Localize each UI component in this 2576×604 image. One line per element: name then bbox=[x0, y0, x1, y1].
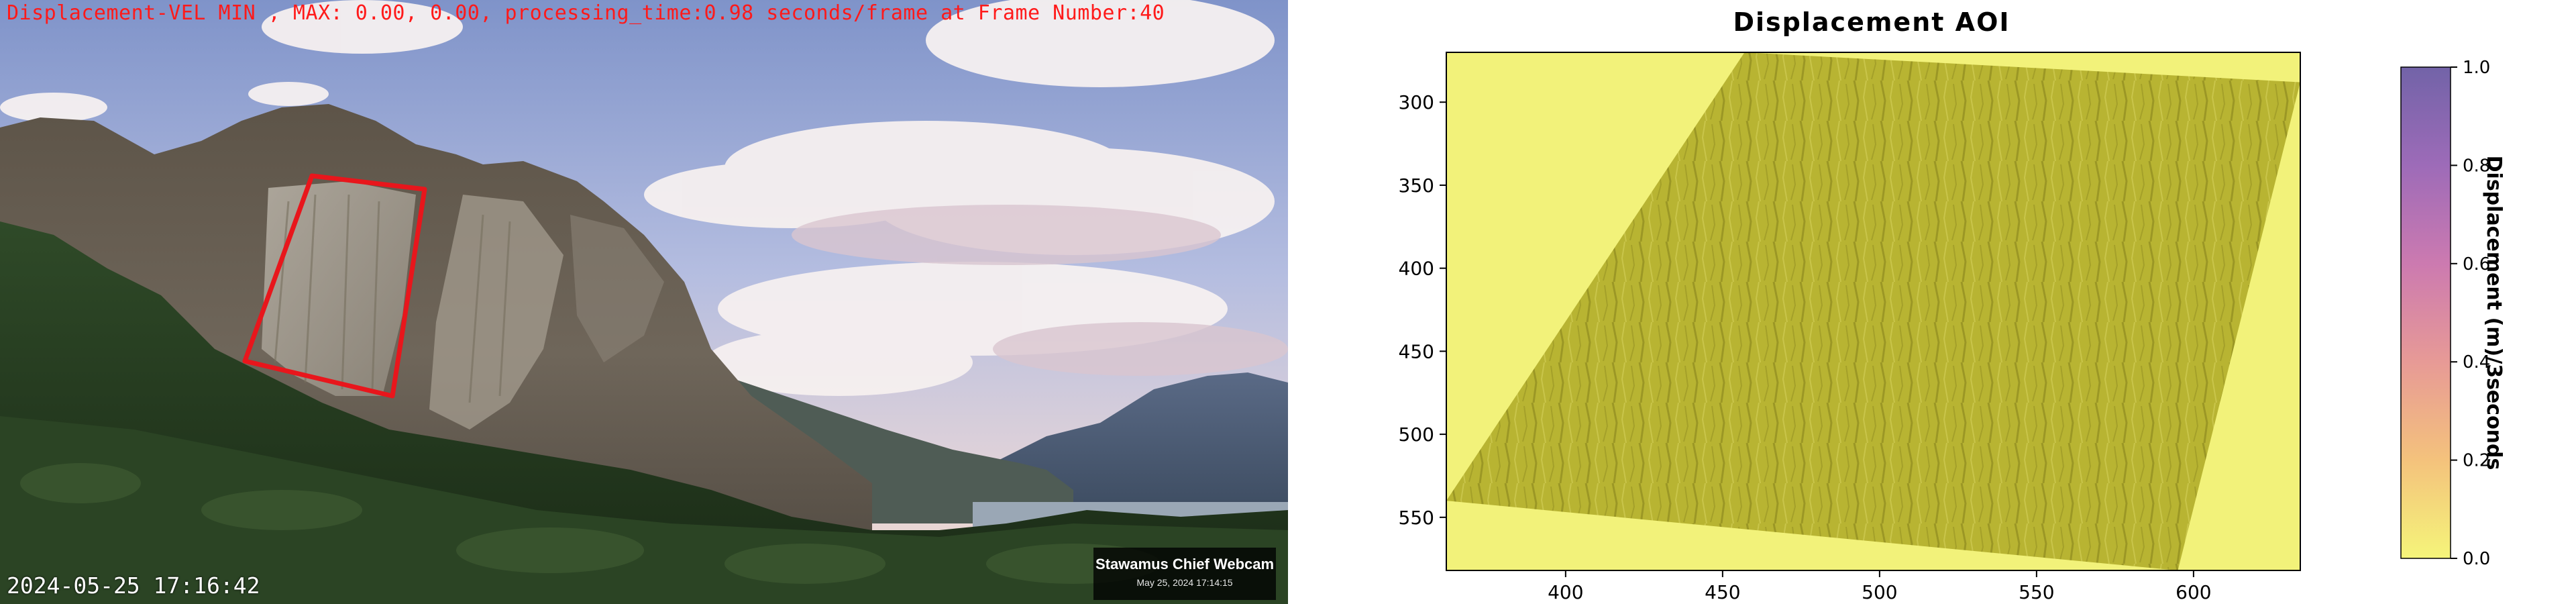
y-tick-label: 300 bbox=[1399, 91, 1434, 113]
webcam-label-box: Stawamus Chief Webcam May 25, 2024 17:14… bbox=[1093, 548, 1276, 600]
colorbar-label: Displacement (m)/3seconds bbox=[2482, 156, 2506, 470]
x-tick-label: 500 bbox=[1862, 581, 1897, 603]
displacement-plot: Displacement AOI 400 450 500 550 600 300 350 4… bbox=[1288, 0, 2576, 604]
colorbar-tick-label: 0.4 bbox=[2463, 352, 2490, 372]
x-tick-label: 550 bbox=[2019, 581, 2054, 603]
webcam-frame: Displacement-VEL MIN , MAX: 0.00, 0.00, … bbox=[0, 0, 1288, 604]
colorbar-ticks: 0.0 0.2 0.4 0.6 0.8 1.0 bbox=[2451, 58, 2490, 569]
y-tick-label: 550 bbox=[1399, 507, 1434, 529]
axes-frame bbox=[1446, 52, 2301, 571]
y-axis: 300 350 400 450 500 550 bbox=[1399, 91, 1446, 529]
x-tick-label: 400 bbox=[1548, 581, 1583, 603]
colorbar-tick-label: 0.0 bbox=[2463, 549, 2490, 569]
chart-title: Displacement AOI bbox=[1733, 7, 2010, 37]
webcam-date: May 25, 2024 17:14:15 bbox=[1136, 577, 1233, 588]
webcam-image bbox=[0, 0, 1288, 604]
webcam-title: Stawamus Chief Webcam bbox=[1095, 556, 1275, 572]
colorbar-tick-label: 0.6 bbox=[2463, 254, 2490, 274]
x-tick-label: 600 bbox=[2176, 581, 2211, 603]
x-tick-label: 450 bbox=[1705, 581, 1740, 603]
y-tick-label: 450 bbox=[1399, 340, 1434, 362]
colorbar-tick-label: 1.0 bbox=[2463, 58, 2490, 78]
aoi-outline bbox=[242, 173, 427, 399]
colorbar-tick-label: 0.8 bbox=[2463, 156, 2490, 176]
y-tick-label: 400 bbox=[1399, 258, 1434, 280]
y-tick-label: 500 bbox=[1399, 423, 1434, 446]
aoi-heatmap-region bbox=[1446, 52, 2300, 570]
timestamp-text: 2024-05-25 17:16:42 bbox=[7, 572, 260, 599]
y-tick-label: 350 bbox=[1399, 174, 1434, 197]
plot-canvas: Displacement AOI 400 450 500 550 600 300 350 4… bbox=[1399, 7, 2506, 603]
colorbar-tick-label: 0.2 bbox=[2463, 451, 2490, 471]
processing-status-text: Displacement-VEL MIN , MAX: 0.00, 0.00, … bbox=[7, 1, 1165, 25]
x-axis: 400 450 500 550 600 bbox=[1548, 570, 2212, 603]
colorbar bbox=[2400, 66, 2451, 559]
